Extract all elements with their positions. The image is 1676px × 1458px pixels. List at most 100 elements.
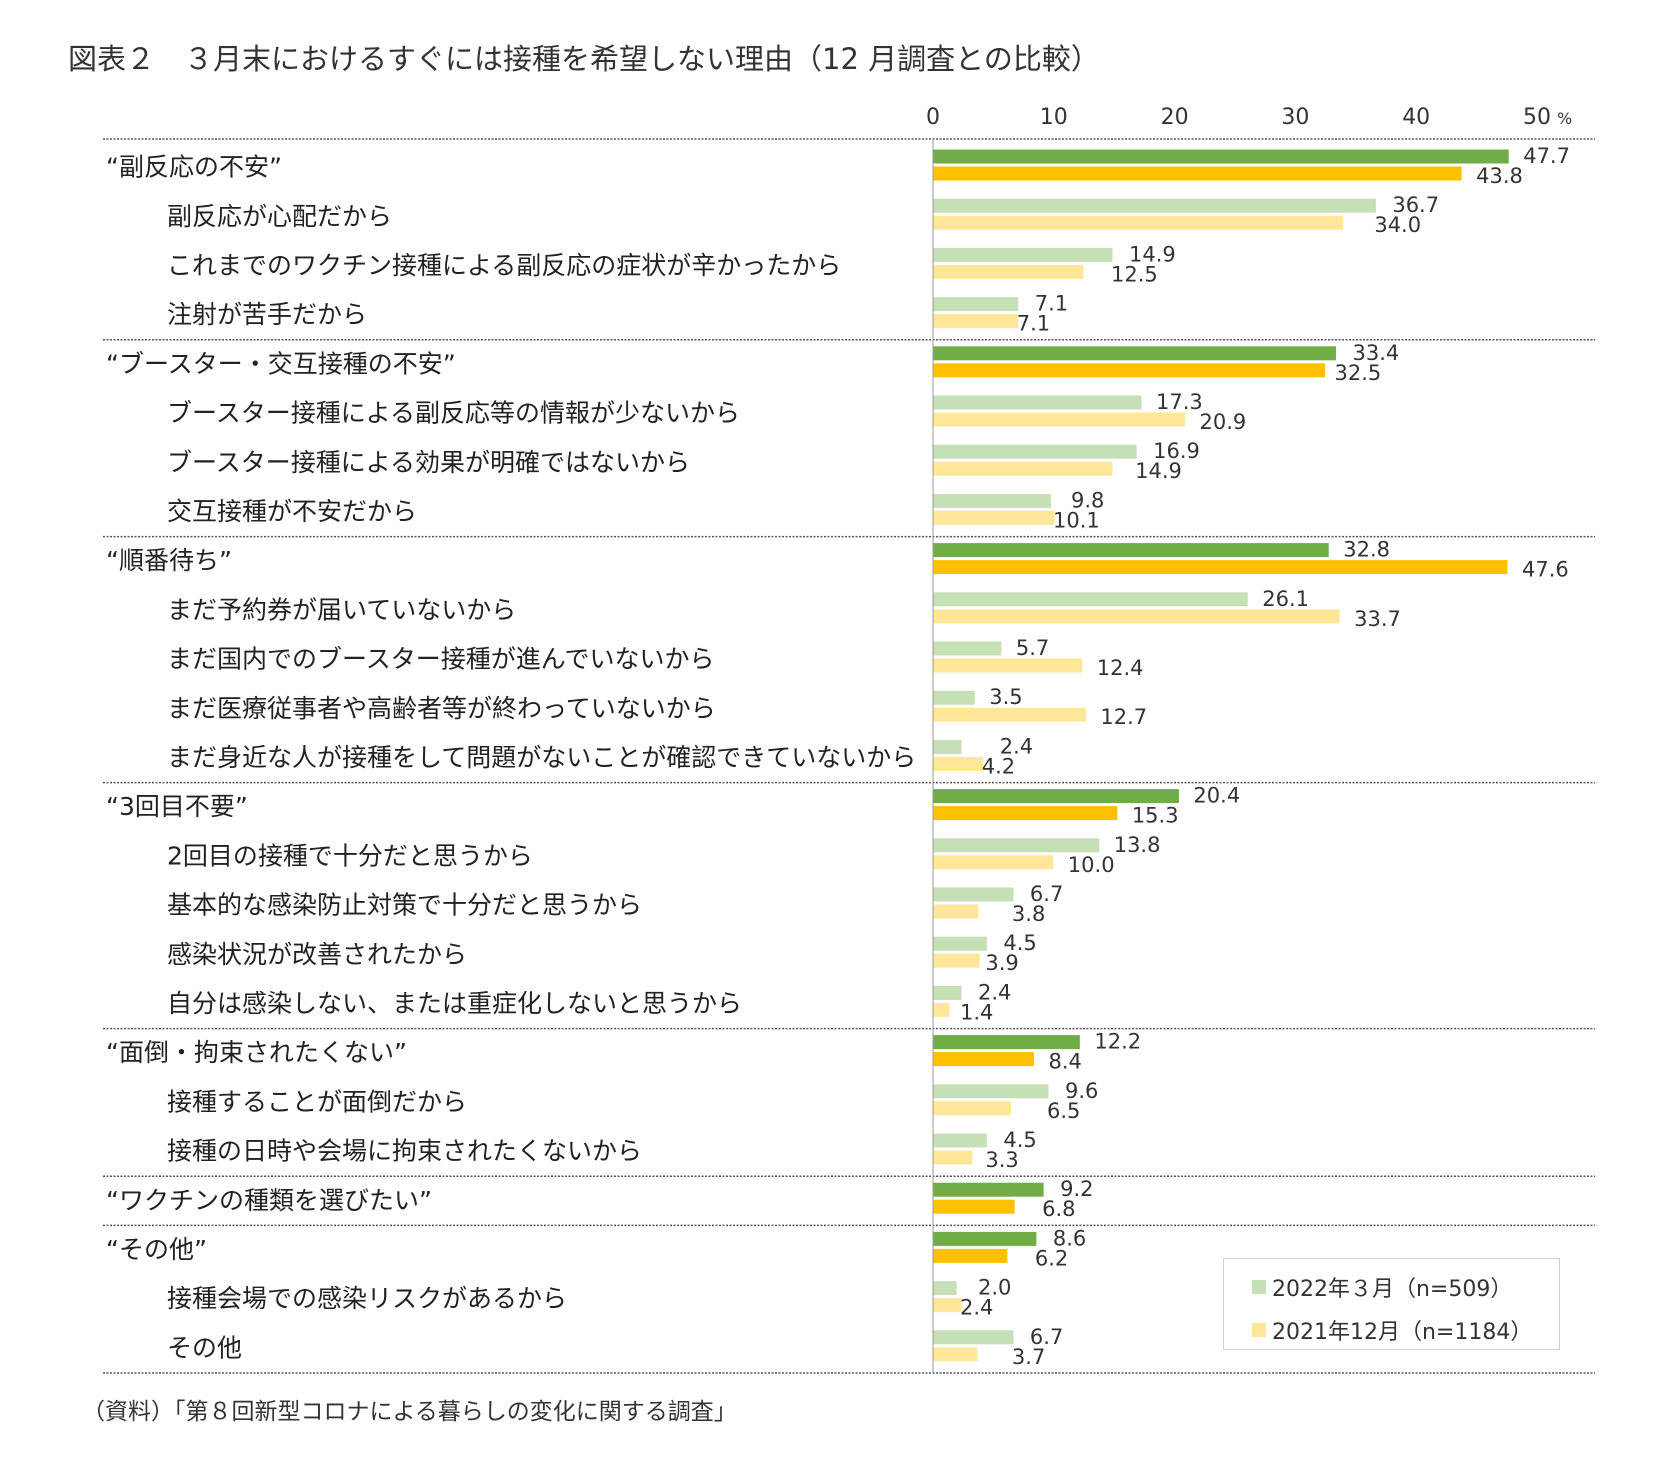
data-label-2021-december: 6.8	[1042, 1197, 1075, 1221]
bar-2022-march	[932, 788, 1180, 805]
bar-2022-march	[932, 591, 1249, 608]
data-label-2022-march: 16.9	[1153, 439, 1200, 463]
category-label: まだ国内でのブースター接種が進んでいないから	[167, 645, 715, 674]
data-label-2022-march: 17.3	[1156, 390, 1203, 414]
data-label-2022-march: 6.7	[1030, 882, 1063, 906]
data-label-2021-december: 6.2	[1035, 1246, 1068, 1270]
category-label: 交互接種が不安だから	[167, 497, 417, 526]
x-tick-label: 20	[1161, 105, 1189, 130]
bar-2021-december	[932, 805, 1119, 822]
legend-swatch-march	[1252, 1280, 1266, 1294]
bar-2022-march	[932, 148, 1510, 165]
bar-2022-march	[932, 246, 1114, 263]
category-label: “ブースター・交互接種の不安”	[106, 349, 456, 378]
bar-2022-march	[932, 984, 963, 1001]
bar-2022-march	[932, 542, 1330, 559]
data-label-2022-march: 2.0	[978, 1276, 1011, 1300]
data-label-2022-march: 9.6	[1065, 1079, 1098, 1103]
bar-2021-december	[932, 706, 1087, 723]
bar-2021-december	[932, 263, 1085, 280]
data-label-2021-december: 4.2	[982, 754, 1015, 778]
data-label-2021-december: 12.5	[1111, 262, 1158, 286]
data-label-2021-december: 32.5	[1334, 361, 1381, 385]
x-tick-label: 0	[926, 105, 940, 130]
chart-title: 図表２ ３月末におけるすぐには接種を希望しない理由（12 月調査との比較）	[68, 42, 1100, 76]
x-tick-label: 30	[1281, 105, 1309, 130]
data-label-2022-march: 5.7	[1016, 636, 1049, 660]
bar-2021-december	[932, 214, 1345, 231]
data-label-2021-december: 2.4	[960, 1296, 993, 1320]
legend-item-2022-march: 2022年３月（n=509）	[1252, 1271, 1512, 1303]
data-label-2021-december: 20.9	[1199, 410, 1246, 434]
category-label: 2回目の接種で十分だと思うから	[167, 841, 533, 870]
category-label: まだ予約券が届いていないから	[167, 595, 516, 624]
bar-2021-december	[932, 952, 981, 969]
data-label-2022-march: 3.5	[989, 685, 1022, 709]
category-label: “ワクチンの種類を選びたい”	[106, 1186, 432, 1215]
data-label-2021-december: 33.7	[1354, 607, 1401, 631]
category-label: 基本的な感染防止対策で十分だと思うから	[167, 891, 642, 920]
data-label-2022-march: 36.7	[1392, 193, 1439, 217]
bar-2022-march	[932, 886, 1015, 903]
data-label-2022-march: 12.2	[1094, 1030, 1141, 1054]
category-label: 感染状況が改善されたから	[167, 940, 467, 969]
legend-label-march: 2022年３月（n=509）	[1272, 1277, 1513, 1302]
bar-2021-december	[932, 903, 980, 920]
data-label-2021-december: 47.6	[1522, 558, 1569, 582]
legend-swatch-december	[1252, 1323, 1266, 1337]
bar-2021-december	[932, 1100, 1013, 1117]
bar-2022-march	[932, 935, 988, 952]
bar-2022-march	[932, 1034, 1081, 1051]
bar-2021-december	[932, 1346, 979, 1363]
bar-2021-december	[932, 755, 985, 772]
bar-2022-march	[932, 443, 1138, 460]
bar-2021-december	[932, 165, 1463, 182]
bar-2021-december	[932, 854, 1055, 871]
data-label-2022-march: 6.7	[1030, 1325, 1063, 1349]
bar-2022-march	[932, 492, 1052, 509]
category-label: “面倒・拘束されたくない”	[106, 1038, 407, 1067]
bar-2022-march	[932, 837, 1101, 854]
data-label-2022-march: 2.4	[978, 980, 1011, 1004]
data-label-2021-december: 7.1	[1017, 312, 1050, 336]
data-label-2021-december: 6.5	[1047, 1099, 1080, 1123]
bar-2021-december	[932, 362, 1327, 379]
category-label: その他	[167, 1333, 242, 1362]
data-label-2021-december: 1.4	[960, 1000, 993, 1024]
data-label-2021-december: 43.8	[1476, 164, 1523, 188]
data-label-2021-december: 14.9	[1135, 459, 1182, 483]
category-label: “3回目不要”	[106, 792, 248, 821]
data-label-2022-march: 9.2	[1060, 1177, 1093, 1201]
bar-2022-march	[932, 1083, 1050, 1100]
bar-2021-december	[932, 509, 1056, 526]
data-label-2021-december: 10.1	[1053, 508, 1100, 532]
category-label: 接種の日時や会場に拘束されたくないから	[167, 1137, 642, 1166]
data-label-2021-december: 10.0	[1068, 853, 1115, 877]
bar-2021-december	[932, 608, 1341, 625]
bar-2021-december	[932, 1001, 951, 1018]
data-label-2021-december: 3.7	[1012, 1345, 1045, 1369]
data-label-2022-march: 33.4	[1352, 341, 1399, 365]
data-label-2022-march: 4.5	[1003, 1128, 1036, 1152]
category-label: “その他”	[106, 1235, 207, 1264]
bar-2021-december	[932, 313, 1020, 330]
bar-2021-december	[932, 460, 1114, 477]
data-label-2022-march: 14.9	[1129, 242, 1176, 266]
bar-2021-december	[932, 1297, 963, 1314]
x-tick-label: 10	[1040, 105, 1068, 130]
bar-2022-march	[932, 345, 1337, 362]
data-label-2022-march: 32.8	[1343, 538, 1390, 562]
category-label: “副反応の不安”	[106, 153, 282, 182]
data-label-2022-march: 2.4	[1000, 734, 1033, 758]
legend: 2022年３月（n=509） 2021年12月（n=1184）	[1223, 1258, 1560, 1350]
legend-item-2021-december: 2021年12月（n=1184）	[1252, 1314, 1532, 1346]
category-label: 接種会場での感染リスクがあるから	[167, 1284, 567, 1313]
data-label-2021-december: 34.0	[1374, 213, 1421, 237]
bar-2021-december	[932, 657, 1084, 674]
bar-2021-december	[932, 1149, 974, 1166]
data-label-2022-march: 20.4	[1193, 784, 1240, 808]
data-label-2021-december: 8.4	[1048, 1050, 1081, 1074]
category-label: 自分は感染しない、または重症化しないと思うから	[167, 989, 742, 1018]
data-label-2021-december: 12.4	[1097, 656, 1144, 680]
